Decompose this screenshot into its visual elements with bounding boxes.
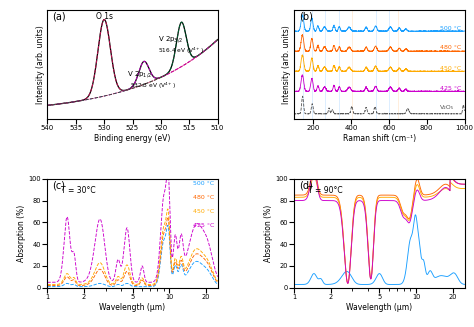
X-axis label: Raman shift (cm⁻¹): Raman shift (cm⁻¹)	[343, 134, 416, 143]
Text: (b): (b)	[300, 12, 313, 22]
Text: 425 °C: 425 °C	[193, 223, 214, 229]
Text: 500 °C: 500 °C	[193, 181, 214, 186]
Y-axis label: Intensity (arb. units): Intensity (arb. units)	[36, 25, 45, 104]
Y-axis label: Absorption (%): Absorption (%)	[17, 205, 26, 262]
Text: 516.4 eV (V$^{4+}$): 516.4 eV (V$^{4+}$)	[158, 45, 204, 56]
Text: V 2p$_{3/2}$: V 2p$_{3/2}$	[158, 34, 183, 45]
Text: (d): (d)	[300, 181, 313, 191]
Text: (a): (a)	[53, 12, 66, 22]
Text: 450 °C: 450 °C	[193, 209, 214, 214]
Text: 450 °C: 450 °C	[440, 66, 461, 71]
Text: O 1s: O 1s	[96, 11, 113, 21]
Text: V 2p$_{1/2}$: V 2p$_{1/2}$	[127, 69, 152, 80]
Text: (c): (c)	[53, 181, 65, 191]
X-axis label: Wavelength (μm): Wavelength (μm)	[100, 303, 165, 312]
X-axis label: Binding energy (eV): Binding energy (eV)	[94, 134, 171, 143]
Text: T = 30°C: T = 30°C	[61, 186, 96, 195]
Y-axis label: Intensity (arb. units): Intensity (arb. units)	[283, 25, 292, 104]
X-axis label: Wavelength (μm): Wavelength (μm)	[346, 303, 412, 312]
Text: 532.8 eV (V$^{4+}$): 532.8 eV (V$^{4+}$)	[130, 80, 176, 91]
Text: V₂O₅: V₂O₅	[440, 105, 454, 110]
Text: 480 °C: 480 °C	[193, 195, 214, 200]
Y-axis label: Absorption (%): Absorption (%)	[264, 205, 273, 262]
Text: 480 °C: 480 °C	[440, 45, 461, 50]
Text: T = 90°C: T = 90°C	[308, 186, 343, 195]
Text: 500 °C: 500 °C	[440, 26, 461, 31]
Text: 425 °C: 425 °C	[440, 86, 461, 91]
